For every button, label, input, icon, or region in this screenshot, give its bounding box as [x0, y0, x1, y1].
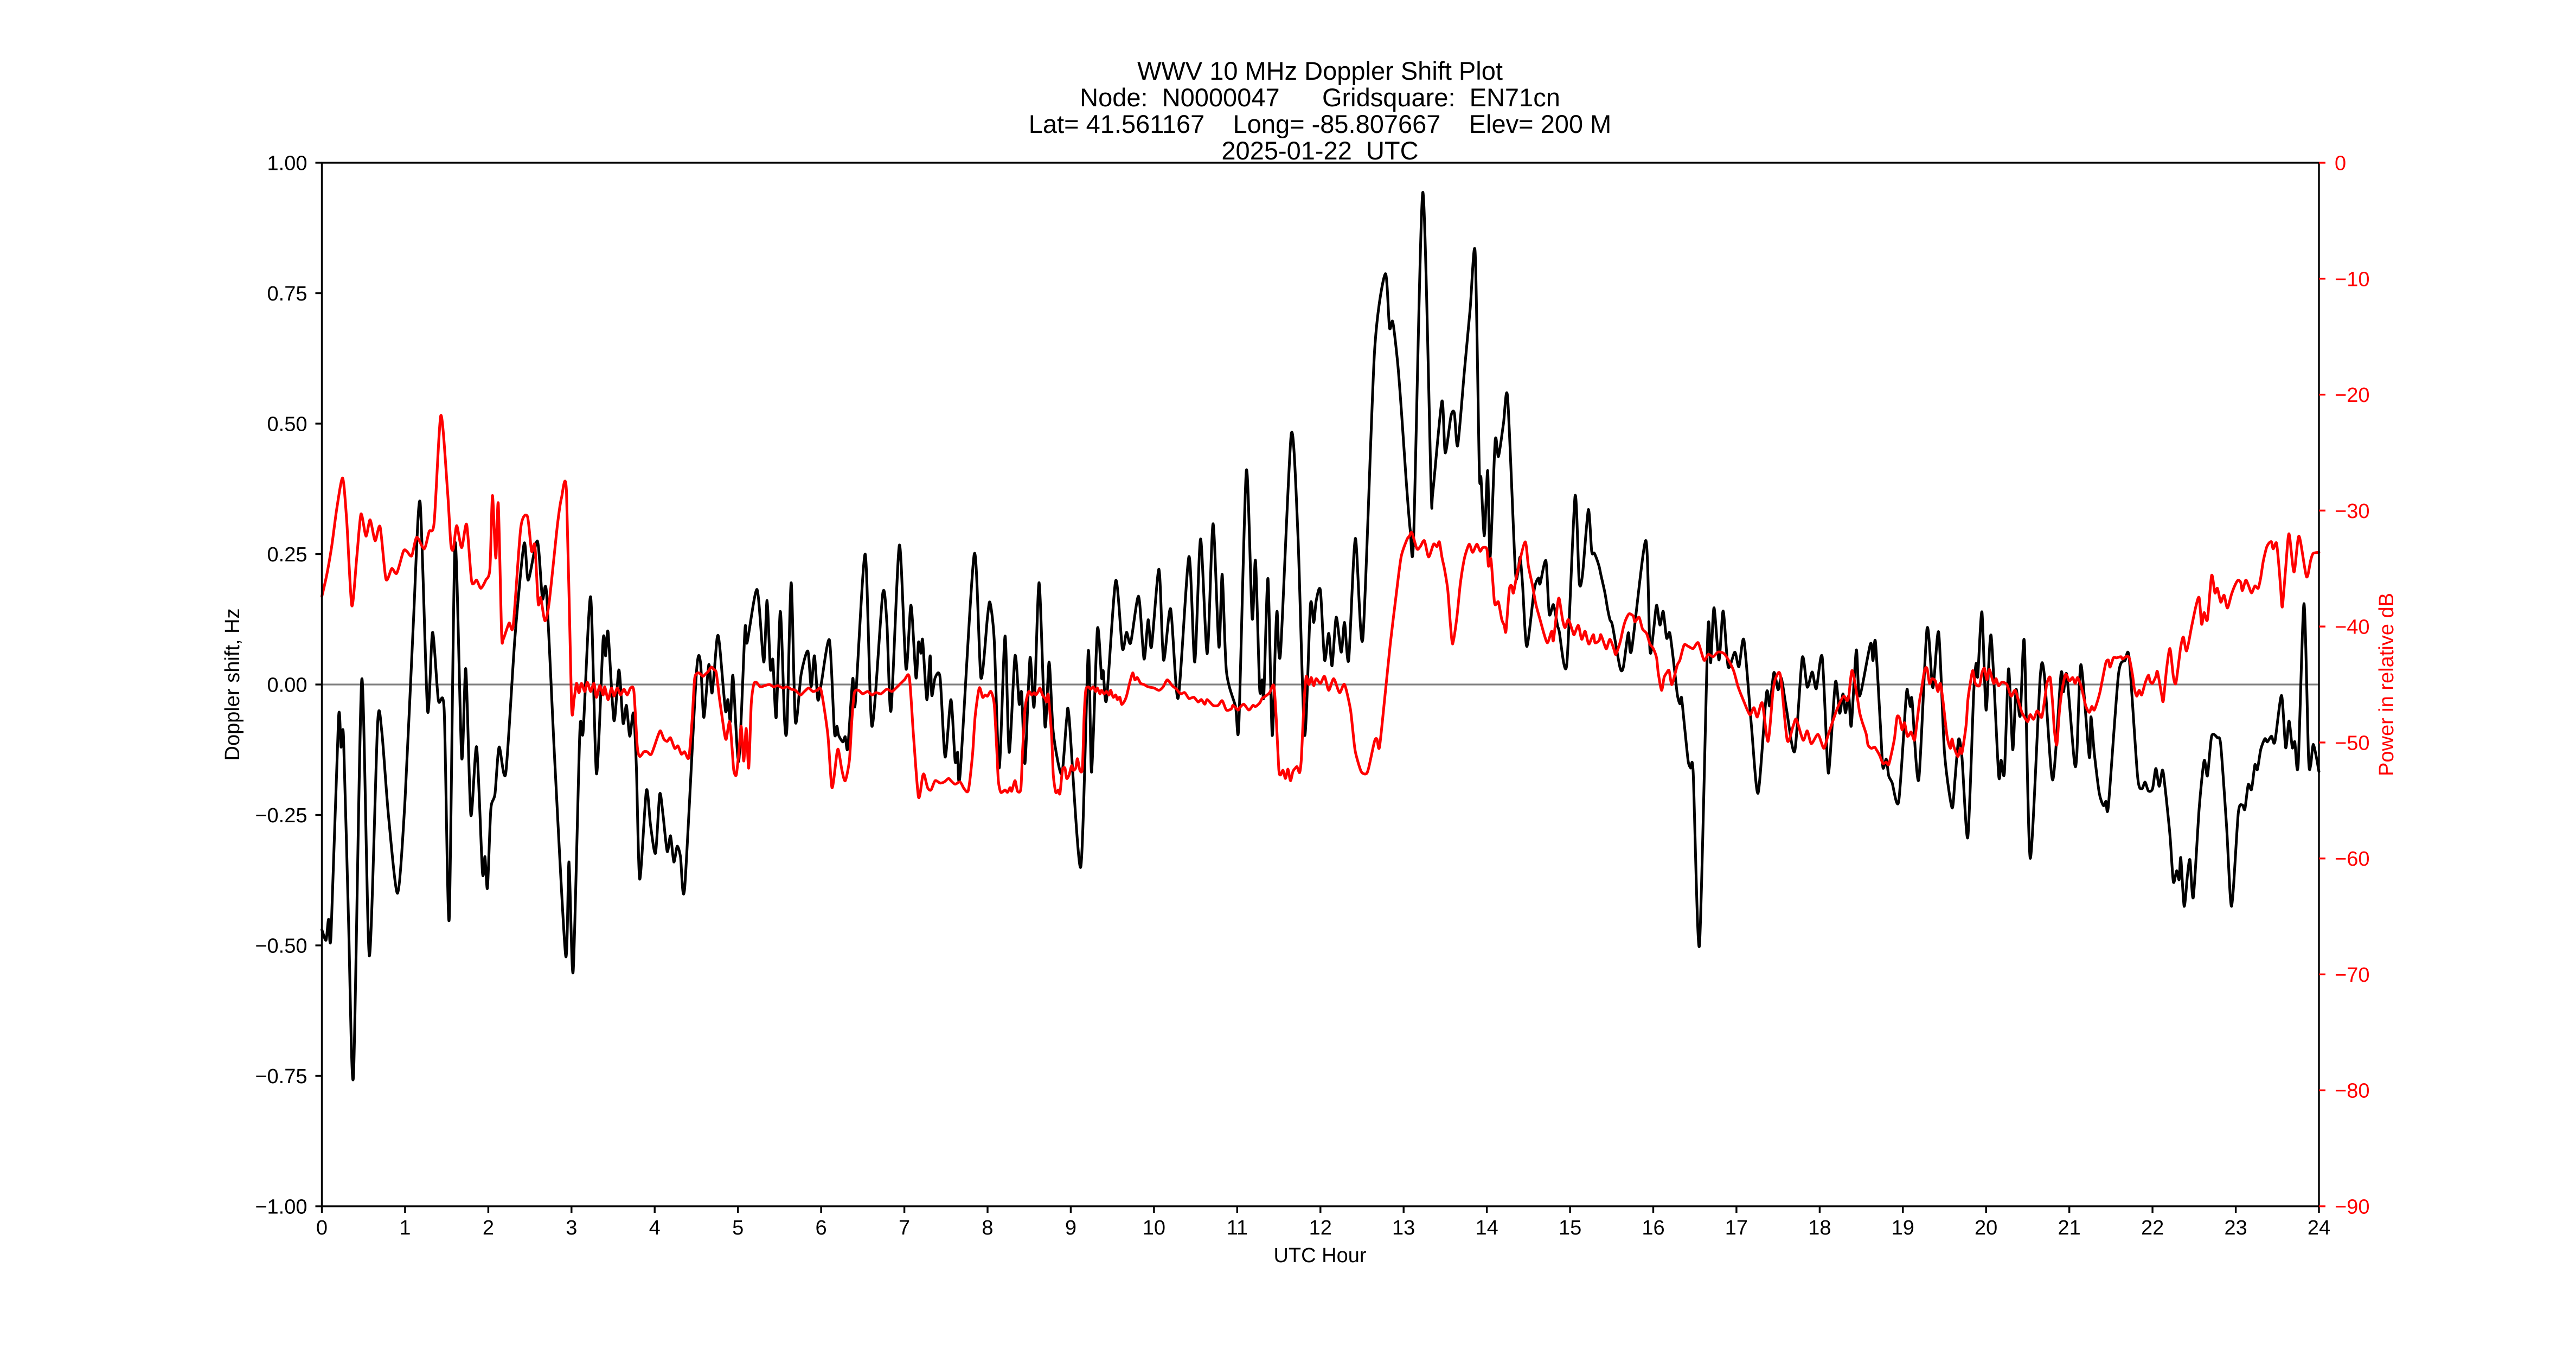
svg-text:0: 0: [2335, 152, 2346, 175]
svg-text:5: 5: [732, 1217, 744, 1239]
svg-text:−50: −50: [2335, 732, 2369, 754]
svg-text:1.00: 1.00: [267, 152, 307, 175]
svg-text:1: 1: [399, 1217, 411, 1239]
svg-text:14: 14: [1475, 1217, 1498, 1239]
svg-text:6: 6: [816, 1217, 827, 1239]
svg-text:23: 23: [2224, 1217, 2247, 1239]
svg-text:−80: −80: [2335, 1080, 2369, 1103]
svg-text:22: 22: [2141, 1217, 2164, 1239]
svg-text:15: 15: [1559, 1217, 1581, 1239]
svg-text:7: 7: [899, 1217, 910, 1239]
svg-text:−1.00: −1.00: [255, 1196, 307, 1219]
svg-text:−70: −70: [2335, 964, 2369, 987]
svg-text:−10: −10: [2335, 268, 2369, 291]
svg-text:−0.75: −0.75: [255, 1065, 307, 1088]
svg-text:13: 13: [1392, 1217, 1415, 1239]
svg-text:Power in relative dB: Power in relative dB: [2375, 593, 2398, 776]
svg-text:0.75: 0.75: [267, 283, 307, 305]
svg-text:Lat= 41.561167 Long= -85.80: Lat= 41.561167 Long= -85.807667 Elev= 20…: [1029, 110, 1611, 138]
svg-text:0: 0: [316, 1217, 328, 1239]
svg-text:8: 8: [982, 1217, 993, 1239]
svg-text:Doppler shift, Hz: Doppler shift, Hz: [221, 609, 244, 761]
svg-text:0.25: 0.25: [267, 543, 307, 566]
svg-text:2025-01-22 UTC: 2025-01-22 UTC: [1221, 136, 1418, 165]
svg-text:−30: −30: [2335, 500, 2369, 523]
svg-text:10: 10: [1143, 1217, 1165, 1239]
svg-text:24: 24: [2308, 1217, 2330, 1239]
svg-text:−60: −60: [2335, 848, 2369, 871]
svg-text:UTC Hour: UTC Hour: [1273, 1244, 1366, 1267]
svg-text:−20: −20: [2335, 384, 2369, 407]
svg-text:−0.25: −0.25: [255, 804, 307, 827]
svg-text:18: 18: [1808, 1217, 1831, 1239]
svg-text:17: 17: [1725, 1217, 1748, 1239]
svg-text:4: 4: [649, 1217, 661, 1239]
svg-text:Node: N0000047 Gridsquar: Node: N0000047 Gridsquare: EN71cn: [1080, 83, 1560, 112]
svg-text:3: 3: [566, 1217, 577, 1239]
svg-text:−90: −90: [2335, 1196, 2369, 1219]
svg-text:−40: −40: [2335, 616, 2369, 639]
svg-text:2: 2: [483, 1217, 494, 1239]
svg-text:16: 16: [1642, 1217, 1664, 1239]
svg-text:9: 9: [1065, 1217, 1076, 1239]
svg-text:WWV 10 MHz Doppler Shift Plot: WWV 10 MHz Doppler Shift Plot: [1137, 56, 1503, 85]
svg-text:0.00: 0.00: [267, 674, 307, 697]
svg-text:19: 19: [1892, 1217, 1914, 1239]
svg-text:12: 12: [1309, 1217, 1332, 1239]
svg-text:0.50: 0.50: [267, 413, 307, 436]
svg-text:11: 11: [1227, 1217, 1248, 1239]
svg-text:21: 21: [2058, 1217, 2081, 1239]
svg-text:20: 20: [1975, 1217, 1997, 1239]
svg-text:−0.50: −0.50: [255, 935, 307, 958]
